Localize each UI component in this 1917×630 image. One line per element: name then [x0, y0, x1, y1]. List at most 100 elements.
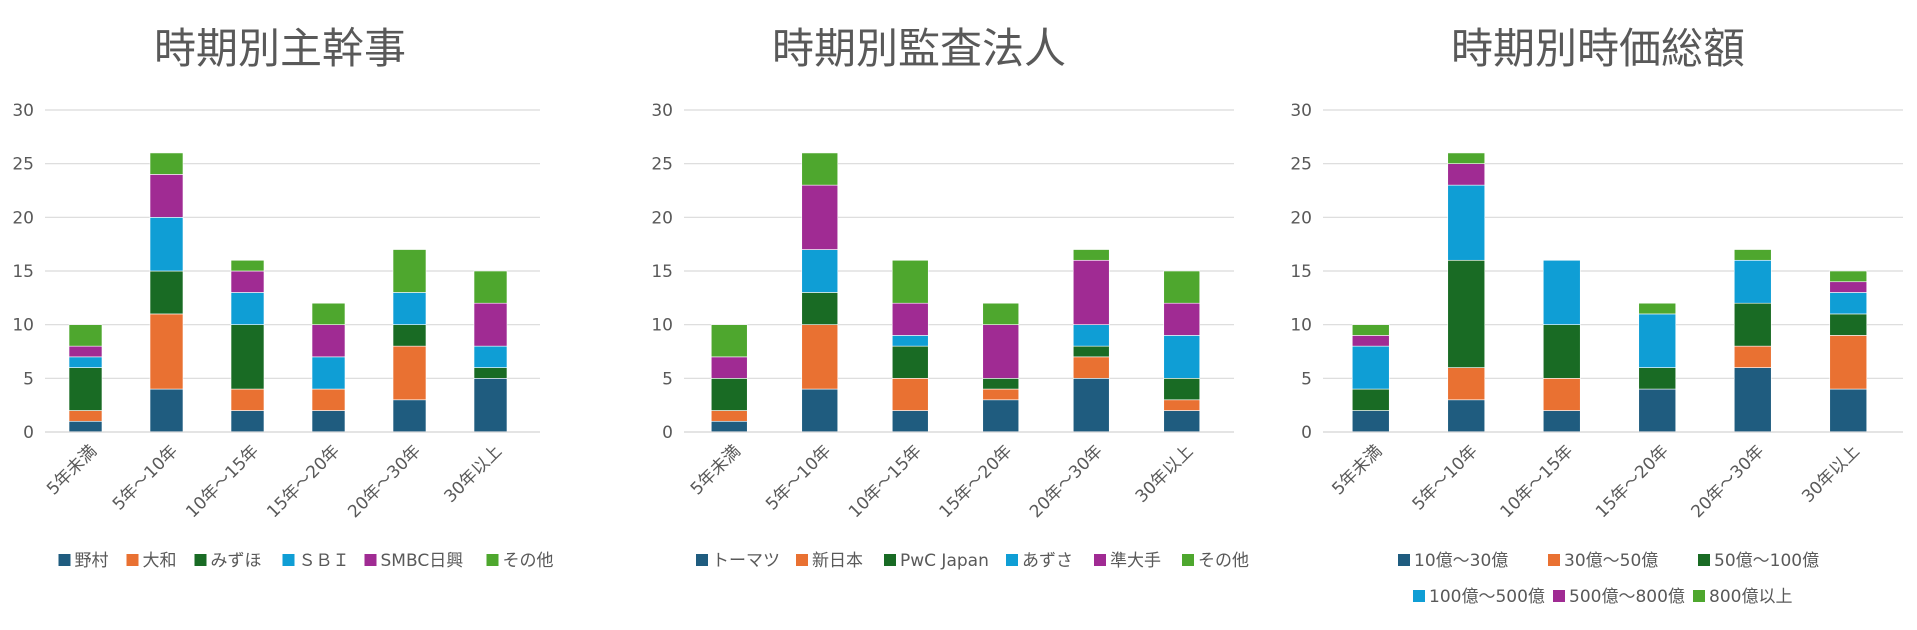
y-tick-label: 0: [23, 423, 34, 443]
x-tick-label: 10年～15年: [182, 441, 263, 522]
chart-title: 時期別時価総額: [1451, 24, 1745, 73]
bar-segment: [1542, 324, 1581, 379]
y-tick-label: 15: [12, 262, 34, 282]
bar-segment: [1072, 345, 1110, 358]
bar-segment: [149, 388, 184, 433]
bar-segment: [1542, 410, 1581, 433]
bar-segment: [473, 367, 508, 379]
x-tick-label: 5年未満: [43, 441, 101, 499]
bar-segment: [149, 174, 184, 218]
legend-label: 10億～30億: [1414, 551, 1508, 571]
chart-underwriter: 時期別主幹事 0 5 10 15 20 25 30 5年未満 5年～10年 10年～15年 15年～2…: [12, 24, 554, 571]
bar-segment: [1638, 313, 1677, 368]
bar-segment: [230, 388, 265, 411]
bar-segment: [1163, 270, 1201, 304]
legend-label: PwC Japan: [900, 551, 989, 571]
legend-label: 新日本: [812, 551, 863, 571]
bar-segment: [1072, 356, 1110, 379]
bar-segment: [1638, 367, 1677, 390]
legend-label: 50億～100億: [1714, 551, 1819, 571]
y-tick-label: 0: [1301, 423, 1312, 443]
legend-swatch: [486, 554, 499, 566]
chart-title: 時期別監査法人: [772, 24, 1066, 73]
y-tick-label: 25: [1290, 155, 1312, 175]
bar-segment: [311, 302, 346, 325]
bar-segment: [710, 420, 748, 433]
bar-segment: [230, 324, 265, 390]
bar-segment: [1542, 378, 1581, 411]
bar-segment: [710, 324, 748, 358]
bar-segment: [1163, 399, 1201, 411]
legend-label: あずさ: [1022, 551, 1073, 571]
legend-label: その他: [503, 551, 554, 571]
bar-segment: [1163, 335, 1201, 379]
legend-swatch: [194, 554, 207, 566]
x-tick-label: 15年～20年: [935, 441, 1016, 522]
bar-segment: [801, 184, 839, 250]
legend-swatch: [884, 554, 896, 566]
legend-swatch: [1398, 554, 1410, 566]
bar-segment: [473, 302, 508, 347]
bar-segment: [1351, 410, 1390, 433]
bar-segment: [891, 302, 929, 336]
bar-segment: [1447, 163, 1486, 186]
bar-segment: [1733, 249, 1772, 261]
bar-segment: [68, 356, 103, 368]
legend-label: 30億～50億: [1564, 551, 1658, 571]
bar-segment: [1351, 335, 1390, 347]
bar-segment: [1733, 259, 1772, 304]
bar-segment: [1829, 270, 1868, 283]
chart-title: 時期別主幹事: [154, 24, 406, 73]
bar-segment: [68, 324, 103, 347]
bar-segment: [710, 410, 748, 422]
y-tick-label: 25: [651, 155, 673, 175]
bar-segment: [891, 378, 929, 411]
bar-segment: [891, 259, 929, 304]
y-tick-label: 25: [12, 155, 34, 175]
legend-label: SMBC日興: [381, 551, 464, 571]
y-tick-label: 10: [651, 316, 673, 336]
bar-segment: [891, 345, 929, 379]
y-tick-label: 20: [651, 208, 673, 228]
bar-segment: [1829, 313, 1868, 336]
bar-segment: [801, 152, 839, 186]
x-tick-label: 5年～10年: [109, 441, 182, 514]
x-tick-label: 10年～15年: [1496, 441, 1577, 522]
bar-segment: [392, 249, 427, 293]
bar-segment: [1447, 399, 1486, 433]
bar-segment: [982, 399, 1020, 433]
y-tick-label: 10: [12, 316, 34, 336]
bar-segment: [149, 217, 184, 272]
bar-segment: [392, 345, 427, 401]
bar-segment: [1447, 259, 1486, 368]
legend-label: その他: [1198, 551, 1249, 571]
bar-segment: [982, 302, 1020, 325]
bar-segment: [311, 324, 346, 358]
legend-label: 準大手: [1110, 551, 1161, 571]
legend-label: 100億～500億: [1429, 587, 1545, 607]
bar-segment: [473, 378, 508, 433]
bar-segment: [1163, 378, 1201, 401]
legend-swatch: [282, 554, 295, 566]
bar-segment: [1351, 388, 1390, 411]
bar-segment: [1447, 152, 1486, 164]
bar-segment: [1733, 367, 1772, 433]
bar-segment: [1072, 324, 1110, 347]
bar-segment: [149, 313, 184, 390]
bar-segment: [311, 356, 346, 390]
bar-segment: [891, 335, 929, 347]
x-tick-label: 15年～20年: [263, 441, 344, 522]
bar-segment: [1351, 345, 1390, 390]
bar-segment: [1163, 410, 1201, 433]
y-tick-label: 20: [12, 208, 34, 228]
legend-swatch: [796, 554, 808, 566]
bar-segment: [982, 324, 1020, 379]
y-tick-label: 30: [12, 101, 34, 121]
bar-segment: [1351, 324, 1390, 336]
bar-segment: [1447, 367, 1486, 401]
bar-segment: [230, 410, 265, 433]
legend-label: ＳＢＩ: [299, 551, 350, 571]
y-tick-label: 5: [1301, 369, 1312, 389]
bar-segment: [801, 388, 839, 433]
y-tick-label: 20: [1290, 208, 1312, 228]
